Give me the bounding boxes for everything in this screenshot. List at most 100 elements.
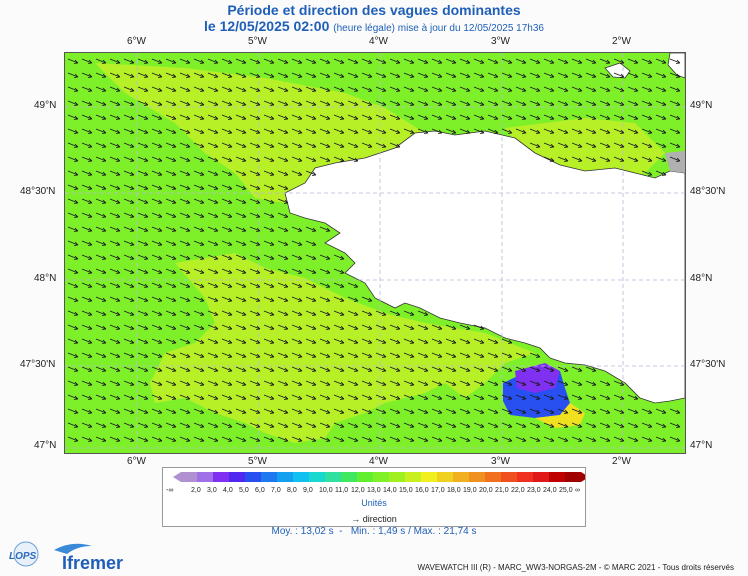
wave-direction-arrow <box>81 212 93 218</box>
wave-direction-arrow <box>599 114 611 120</box>
wave-direction-arrow <box>179 324 191 330</box>
wave-direction-arrow <box>81 436 93 442</box>
wave-direction-arrow <box>95 170 107 176</box>
wave-direction-arrow <box>221 58 233 64</box>
scale-value-label: 3,0 <box>207 487 217 494</box>
wave-direction-arrow <box>543 128 555 134</box>
wave-direction-arrow <box>655 86 667 92</box>
wave-direction-arrow <box>193 128 205 134</box>
wave-direction-arrow <box>375 86 387 92</box>
wave-direction-arrow <box>613 422 625 428</box>
wave-direction-arrow <box>221 142 233 148</box>
wave-direction-arrow <box>207 142 219 148</box>
scale-value-label: 10,0 <box>319 487 333 494</box>
wave-direction-arrow <box>277 170 289 176</box>
wave-direction-arrow <box>95 408 107 414</box>
wave-direction-arrow <box>221 226 233 232</box>
wave-direction-arrow <box>137 72 149 78</box>
wave-direction-arrow <box>123 366 135 372</box>
wave-direction-arrow <box>207 408 219 414</box>
wave-direction-arrow <box>235 380 247 386</box>
wave-direction-arrow <box>641 436 653 442</box>
wave-direction-arrow <box>571 408 583 414</box>
wave-direction-arrow <box>291 380 303 386</box>
wave-direction-arrow <box>137 268 149 274</box>
wave-direction-arrow <box>655 422 667 428</box>
wave-direction-arrow <box>277 268 289 274</box>
wave-direction-arrow <box>67 380 79 386</box>
wave-direction-arrow <box>151 310 163 316</box>
wave-direction-arrow <box>221 394 233 400</box>
wave-direction-arrow <box>459 408 471 414</box>
wave-direction-arrow <box>277 72 289 78</box>
wave-direction-arrow <box>249 254 261 260</box>
wave-direction-arrow <box>403 128 415 134</box>
wave-direction-arrow <box>557 156 569 162</box>
legend: -∞ ∞ 2,0 3,0 4,0 5,0 6,0 7,0 8,0 9,0 10,0 11,0 12,… <box>162 467 589 527</box>
wave-direction-arrow <box>277 58 289 64</box>
wave-direction-arrow <box>207 352 219 358</box>
direction-arrows <box>67 58 681 442</box>
wave-direction-arrow <box>165 422 177 428</box>
wave-direction-arrow <box>417 394 429 400</box>
wave-direction-arrow <box>291 142 303 148</box>
wave-direction-arrow <box>515 422 527 428</box>
wave-direction-arrow <box>277 436 289 442</box>
wave-direction-arrow <box>473 408 485 414</box>
wave-direction-arrow <box>95 422 107 428</box>
wave-direction-arrow <box>249 324 261 330</box>
wave-direction-arrow <box>221 170 233 176</box>
wave-direction-arrow <box>193 240 205 246</box>
wave-direction-arrow <box>305 142 317 148</box>
wave-direction-arrow <box>207 212 219 218</box>
wave-direction-arrow <box>95 212 107 218</box>
wave-direction-arrow <box>333 324 345 330</box>
wave-direction-arrow <box>375 324 387 330</box>
wave-direction-arrow <box>95 86 107 92</box>
wave-direction-arrow <box>347 436 359 442</box>
wave-direction-arrow <box>207 268 219 274</box>
wave-direction-arrow <box>221 86 233 92</box>
lon-tick-bottom: 6°W <box>127 456 146 467</box>
wave-direction-arrow <box>67 436 79 442</box>
wave-direction-arrow <box>347 86 359 92</box>
wave-direction-arrow <box>585 156 597 162</box>
lat-tick-left: 49°N <box>34 100 57 111</box>
wave-direction-arrow <box>585 408 597 414</box>
wave-direction-arrow <box>557 380 569 386</box>
wave-direction-arrow <box>641 86 653 92</box>
wave-direction-arrow <box>501 100 513 106</box>
wave-direction-arrow <box>375 408 387 414</box>
wave-direction-arrow <box>641 170 653 176</box>
wave-direction-arrow <box>487 394 499 400</box>
wave-direction-arrow <box>543 58 555 64</box>
wave-direction-arrow <box>235 142 247 148</box>
lon-tick-top: 4°W <box>369 36 388 47</box>
wave-direction-arrow <box>319 72 331 78</box>
wave-direction-arrow <box>613 114 625 120</box>
wave-direction-arrow <box>123 352 135 358</box>
scale-swatch <box>517 472 533 482</box>
wave-direction-arrow <box>263 310 275 316</box>
wave-direction-arrow <box>193 100 205 106</box>
scale-value-label: 11,0 <box>335 487 348 494</box>
wave-direction-arrow <box>403 422 415 428</box>
wave-direction-arrow <box>347 408 359 414</box>
wave-direction-arrow <box>95 436 107 442</box>
grey-shoal <box>665 151 685 173</box>
wave-direction-arrow <box>417 324 429 330</box>
wave-direction-arrow <box>193 142 205 148</box>
wave-direction-arrow <box>669 408 681 414</box>
wave-direction-arrow <box>445 436 457 442</box>
wave-direction-arrow <box>361 72 373 78</box>
wave-direction-arrow <box>641 58 653 64</box>
wave-direction-arrow <box>193 422 205 428</box>
wave-direction-arrow <box>333 408 345 414</box>
wave-direction-arrow <box>263 268 275 274</box>
wave-direction-arrow <box>109 72 121 78</box>
wave-direction-arrow <box>67 142 79 148</box>
wave-direction-arrow <box>291 352 303 358</box>
wave-direction-arrow <box>151 436 163 442</box>
wave-map[interactable] <box>64 52 686 454</box>
wave-direction-arrow <box>585 142 597 148</box>
